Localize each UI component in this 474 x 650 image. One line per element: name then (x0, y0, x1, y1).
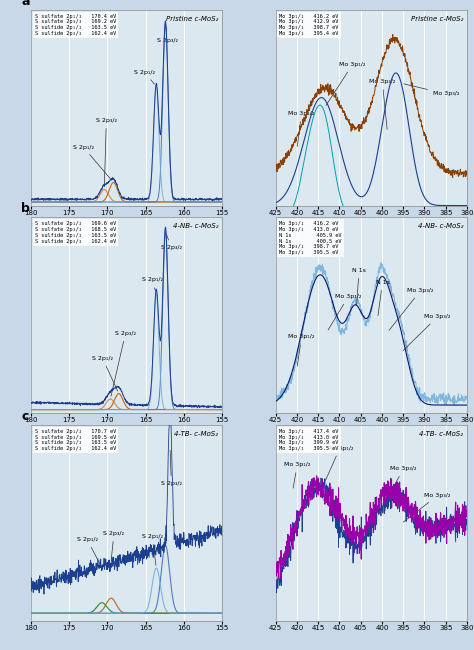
Text: 4-NB- c-MoS₂: 4-NB- c-MoS₂ (173, 223, 218, 229)
Text: S sulfate 2p₁/₂   170.4 eV
S sulfate 2p₃/₂   169.2 eV
S sulfide 2p₁/₂   163.5 eV: S sulfate 2p₁/₂ 170.4 eV S sulfate 2p₃/₂… (35, 14, 116, 36)
Text: Mo 3p₁/₂   416.2 eV
Mo 3p₁/₂   412.9 eV
Mo 3p₃/₂   398.7 eV
Mo 3p₃/₂   395.4 eV: Mo 3p₁/₂ 416.2 eV Mo 3p₁/₂ 412.9 eV Mo 3… (280, 14, 339, 36)
Text: Pristine c-MoS₂: Pristine c-MoS₂ (410, 16, 463, 21)
Text: S 2p₁/₂: S 2p₁/₂ (77, 537, 100, 566)
Text: Mo 3p₁/₂   416.2 eV
Mo 3p₁/₂   413.0 eV
N 1s        405.9 eV
N 1s        400.5 e: Mo 3p₁/₂ 416.2 eV Mo 3p₁/₂ 413.0 eV N 1s… (280, 221, 342, 255)
Text: S 2p₁/₂: S 2p₁/₂ (73, 144, 112, 180)
Text: S 2p₃/₂: S 2p₃/₂ (161, 450, 182, 486)
Text: Mo 3p₁/₂: Mo 3p₁/₂ (288, 111, 315, 146)
Text: Mo 3p₃/₂: Mo 3p₃/₂ (403, 315, 451, 350)
Text: Mo 3p₁/₂: Mo 3p₁/₂ (328, 294, 362, 330)
Text: S 2p₃/₂: S 2p₃/₂ (96, 118, 117, 187)
Text: Mo 3p₁/₂: Mo 3p₁/₂ (326, 446, 353, 480)
Text: S 2p₁/₂: S 2p₁/₂ (92, 356, 118, 391)
Text: Mo 3p₃/₂: Mo 3p₃/₂ (389, 288, 434, 330)
Text: S sulfate 2p₁/₂   169.6 eV
S sulfate 2p₃/₂   168.5 eV
S sulfide 2p₁/₂   163.5 eV: S sulfate 2p₁/₂ 169.6 eV S sulfate 2p₃/₂… (35, 221, 116, 244)
Text: S 2p₃/₂: S 2p₃/₂ (111, 331, 136, 396)
Text: S 2p₁/₂: S 2p₁/₂ (134, 70, 155, 84)
Text: Pristine c-MoS₂: Pristine c-MoS₂ (166, 16, 218, 21)
Text: S 2p₁/₂: S 2p₁/₂ (142, 534, 163, 566)
Text: S 2p₁/₂: S 2p₁/₂ (142, 278, 163, 291)
Text: b: b (21, 202, 30, 215)
Text: N 1s: N 1s (352, 268, 366, 306)
Text: Mo 3p₁/₂   417.4 eV
Mo 3p₁/₂   413.0 eV
Mo 3p₃/₂   399.9 eV
Mo 3p₃/₂   395.5 eV: Mo 3p₁/₂ 417.4 eV Mo 3p₁/₂ 413.0 eV Mo 3… (280, 429, 339, 451)
Text: 4-TB- c-MoS₂: 4-TB- c-MoS₂ (174, 431, 218, 437)
Text: Mo 3p₃/₂: Mo 3p₃/₂ (403, 493, 451, 522)
Text: c: c (21, 410, 28, 423)
Text: S 2p₃/₂: S 2p₃/₂ (157, 27, 178, 43)
Text: Mo 3p₃/₂: Mo 3p₃/₂ (369, 79, 395, 129)
Text: S sulfate 2p₁/₂   170.7 eV
S sulfate 2p₃/₂   169.5 eV
S sulfide 2p₁/₂   163.5 eV: S sulfate 2p₁/₂ 170.7 eV S sulfate 2p₃/₂… (35, 429, 116, 451)
Text: 4-TB- c-MoS₂: 4-TB- c-MoS₂ (419, 431, 463, 437)
Text: Mo 3p₁/₂: Mo 3p₁/₂ (326, 62, 366, 105)
Text: N 1s: N 1s (375, 280, 389, 315)
Text: Mo 3p₃/₂: Mo 3p₃/₂ (383, 466, 417, 505)
Text: S 2p₃/₂: S 2p₃/₂ (161, 234, 182, 250)
Text: Mo 3p₁/₂: Mo 3p₁/₂ (288, 335, 315, 366)
Text: a: a (21, 0, 30, 8)
Text: S 2p₃/₂: S 2p₃/₂ (103, 531, 125, 558)
Text: Mo 3p₁/₂: Mo 3p₁/₂ (284, 462, 310, 488)
Text: Mo 3p₃/₂: Mo 3p₃/₂ (404, 84, 459, 96)
Text: 4-NB- c-MoS₂: 4-NB- c-MoS₂ (418, 223, 463, 229)
